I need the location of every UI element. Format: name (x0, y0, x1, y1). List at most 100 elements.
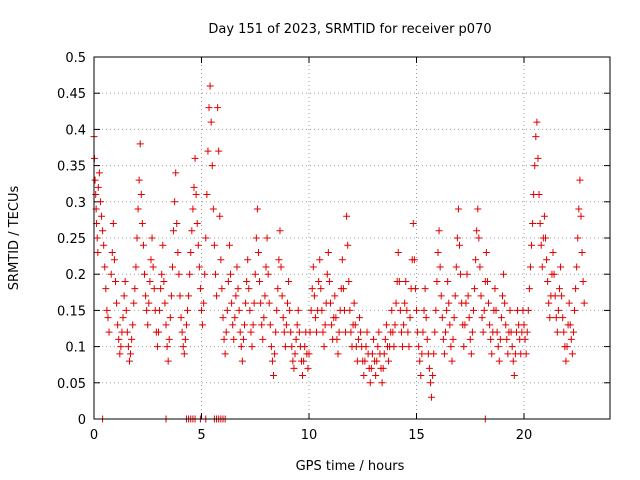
data-point (124, 343, 132, 351)
data-point (380, 350, 388, 358)
data-point (333, 335, 341, 343)
data-point (121, 277, 129, 285)
data-point (138, 220, 146, 228)
data-point (113, 299, 121, 307)
data-point (176, 292, 184, 300)
data-point (220, 335, 228, 343)
data-point (495, 357, 503, 365)
data-point (179, 343, 187, 351)
data-point (419, 328, 427, 336)
data-point (203, 191, 211, 199)
data-point (347, 328, 355, 336)
data-point (363, 328, 371, 336)
data-point (425, 364, 433, 372)
data-point (395, 277, 403, 285)
data-point (510, 372, 518, 380)
data-point (166, 314, 174, 322)
data-point (379, 364, 387, 372)
data-point (567, 335, 575, 343)
data-point (294, 306, 302, 314)
data-point (193, 220, 201, 228)
data-point (210, 241, 218, 249)
data-point (430, 350, 438, 358)
data-point (223, 306, 231, 314)
data-point (213, 292, 221, 300)
data-point (434, 248, 442, 256)
data-point (130, 299, 138, 307)
data-point (224, 277, 232, 285)
data-point (209, 205, 217, 213)
data-point (579, 277, 587, 285)
data-point (276, 227, 284, 235)
data-point (161, 299, 169, 307)
data-point (426, 379, 434, 387)
data-point (172, 169, 180, 177)
data-point (435, 227, 443, 235)
data-point (273, 306, 281, 314)
data-point (397, 328, 405, 336)
data-point (546, 314, 554, 322)
data-point (551, 292, 559, 300)
data-point (282, 321, 290, 329)
data-point (105, 328, 113, 336)
data-point (221, 350, 229, 358)
data-point (324, 248, 332, 256)
data-point (208, 162, 216, 170)
x-tick-label: 5 (197, 428, 205, 443)
data-point (300, 357, 308, 365)
data-point (99, 227, 107, 235)
data-point (175, 270, 183, 278)
data-point (129, 321, 137, 329)
data-point (96, 198, 104, 206)
data-point (185, 292, 193, 300)
data-point (465, 314, 473, 322)
data-point (448, 357, 456, 365)
data-point (205, 104, 213, 112)
data-point (253, 205, 261, 213)
data-point (374, 343, 382, 351)
data-point (440, 350, 448, 358)
data-point (167, 292, 175, 300)
data-point (251, 270, 259, 278)
data-point (545, 299, 553, 307)
data-point (526, 263, 534, 271)
data-point (553, 328, 561, 336)
data-point (569, 328, 577, 336)
data-point (404, 328, 412, 336)
data-point (299, 372, 307, 380)
data-point (125, 357, 133, 365)
data-point (137, 191, 145, 199)
data-point (508, 343, 516, 351)
data-point (467, 350, 475, 358)
data-point (198, 306, 205, 314)
data-point (501, 299, 509, 307)
data-point (95, 169, 103, 177)
data-point (131, 285, 139, 293)
data-point (263, 234, 271, 242)
data-point (116, 350, 124, 358)
data-point (536, 220, 544, 228)
data-point (488, 350, 496, 358)
data-point (101, 263, 109, 271)
data-point (394, 248, 402, 256)
data-point (409, 220, 417, 228)
data-point (344, 241, 352, 249)
data-point (529, 220, 537, 228)
data-point (238, 357, 246, 365)
data-point (292, 335, 300, 343)
data-point (135, 176, 143, 184)
data-point (476, 263, 484, 271)
data-point (331, 292, 339, 300)
data-point (487, 335, 495, 343)
data-point (186, 270, 194, 278)
data-point (531, 162, 539, 170)
data-point (157, 285, 165, 293)
data-point (540, 212, 548, 220)
data-point (163, 343, 171, 351)
data-point (98, 212, 106, 220)
data-point (562, 357, 570, 365)
data-point (403, 306, 411, 314)
data-point (406, 314, 414, 322)
data-point (571, 306, 579, 314)
data-point (311, 314, 319, 322)
